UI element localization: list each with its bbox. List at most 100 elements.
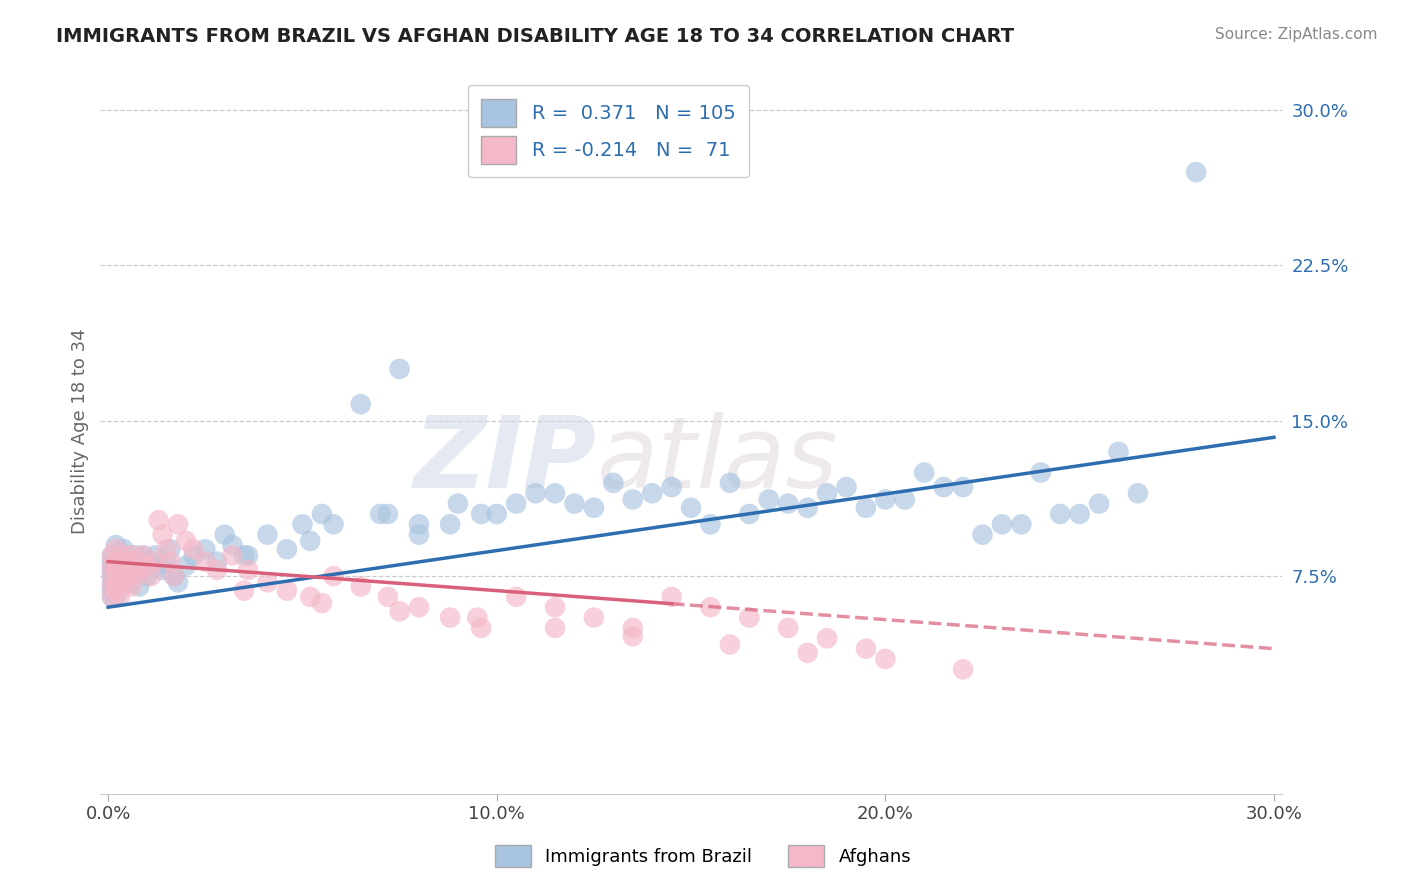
Point xyxy=(112,558,135,573)
Point xyxy=(128,563,150,577)
Point xyxy=(621,629,644,643)
Point xyxy=(120,579,142,593)
Point xyxy=(236,549,259,563)
Point xyxy=(136,558,159,573)
Point xyxy=(101,558,124,573)
Legend: Immigrants from Brazil, Afghans: Immigrants from Brazil, Afghans xyxy=(488,838,918,874)
Point xyxy=(148,558,170,573)
Point xyxy=(148,513,170,527)
Text: IMMIGRANTS FROM BRAZIL VS AFGHAN DISABILITY AGE 18 TO 34 CORRELATION CHART: IMMIGRANTS FROM BRAZIL VS AFGHAN DISABIL… xyxy=(56,27,1014,45)
Point xyxy=(120,567,142,582)
Point xyxy=(117,563,139,577)
Point xyxy=(855,641,877,656)
Legend: R =  0.371   N = 105, R = -0.214   N =  71: R = 0.371 N = 105, R = -0.214 N = 71 xyxy=(468,86,749,178)
Point xyxy=(350,397,373,411)
Point xyxy=(101,569,124,583)
Point xyxy=(524,486,547,500)
Point xyxy=(1108,445,1130,459)
Point xyxy=(377,507,399,521)
Point xyxy=(136,558,159,573)
Point xyxy=(174,533,197,548)
Point xyxy=(256,527,278,541)
Point xyxy=(388,604,411,618)
Point xyxy=(350,579,373,593)
Point xyxy=(101,569,124,583)
Point xyxy=(894,492,917,507)
Point xyxy=(439,517,461,532)
Text: atlas: atlas xyxy=(596,411,838,508)
Point xyxy=(112,575,135,590)
Point xyxy=(1088,497,1111,511)
Point xyxy=(236,563,259,577)
Point xyxy=(377,590,399,604)
Point xyxy=(972,527,994,541)
Point xyxy=(143,549,166,563)
Point xyxy=(544,621,567,635)
Point xyxy=(778,621,800,635)
Point xyxy=(104,563,127,577)
Point xyxy=(117,555,139,569)
Point xyxy=(117,563,139,577)
Point xyxy=(679,500,702,515)
Point xyxy=(104,538,127,552)
Point xyxy=(136,569,159,583)
Point xyxy=(101,583,124,598)
Point xyxy=(582,500,605,515)
Point xyxy=(104,575,127,590)
Point xyxy=(101,590,124,604)
Point xyxy=(952,480,974,494)
Point xyxy=(758,492,780,507)
Point xyxy=(139,555,162,569)
Point xyxy=(101,558,124,573)
Point xyxy=(112,567,135,582)
Point xyxy=(108,555,131,569)
Point xyxy=(163,569,186,583)
Point xyxy=(221,549,243,563)
Point xyxy=(183,542,205,557)
Point xyxy=(104,542,127,557)
Point xyxy=(167,575,190,590)
Point xyxy=(139,569,162,583)
Point xyxy=(621,492,644,507)
Point xyxy=(183,549,205,563)
Point xyxy=(661,480,683,494)
Point xyxy=(159,542,181,557)
Point xyxy=(291,517,314,532)
Point xyxy=(991,517,1014,532)
Point xyxy=(778,497,800,511)
Point xyxy=(108,590,131,604)
Point xyxy=(132,549,155,563)
Point xyxy=(101,549,124,563)
Point xyxy=(128,555,150,569)
Point xyxy=(101,549,124,563)
Point xyxy=(124,563,146,577)
Point xyxy=(368,507,391,521)
Point xyxy=(699,517,721,532)
Point xyxy=(276,583,298,598)
Point xyxy=(128,555,150,569)
Point xyxy=(233,583,256,598)
Point xyxy=(117,569,139,583)
Point xyxy=(155,542,177,557)
Point xyxy=(124,569,146,583)
Point xyxy=(112,579,135,593)
Point xyxy=(101,555,124,569)
Point xyxy=(101,575,124,590)
Point xyxy=(276,542,298,557)
Point xyxy=(104,555,127,569)
Point xyxy=(104,583,127,598)
Point xyxy=(167,517,190,532)
Point xyxy=(205,563,228,577)
Point xyxy=(152,527,174,541)
Point xyxy=(738,507,761,521)
Point xyxy=(470,507,492,521)
Point xyxy=(738,610,761,624)
Point xyxy=(221,538,243,552)
Point xyxy=(582,610,605,624)
Point xyxy=(159,555,181,569)
Point xyxy=(174,558,197,573)
Point xyxy=(439,610,461,624)
Point xyxy=(299,590,322,604)
Point xyxy=(108,563,131,577)
Point xyxy=(1049,507,1071,521)
